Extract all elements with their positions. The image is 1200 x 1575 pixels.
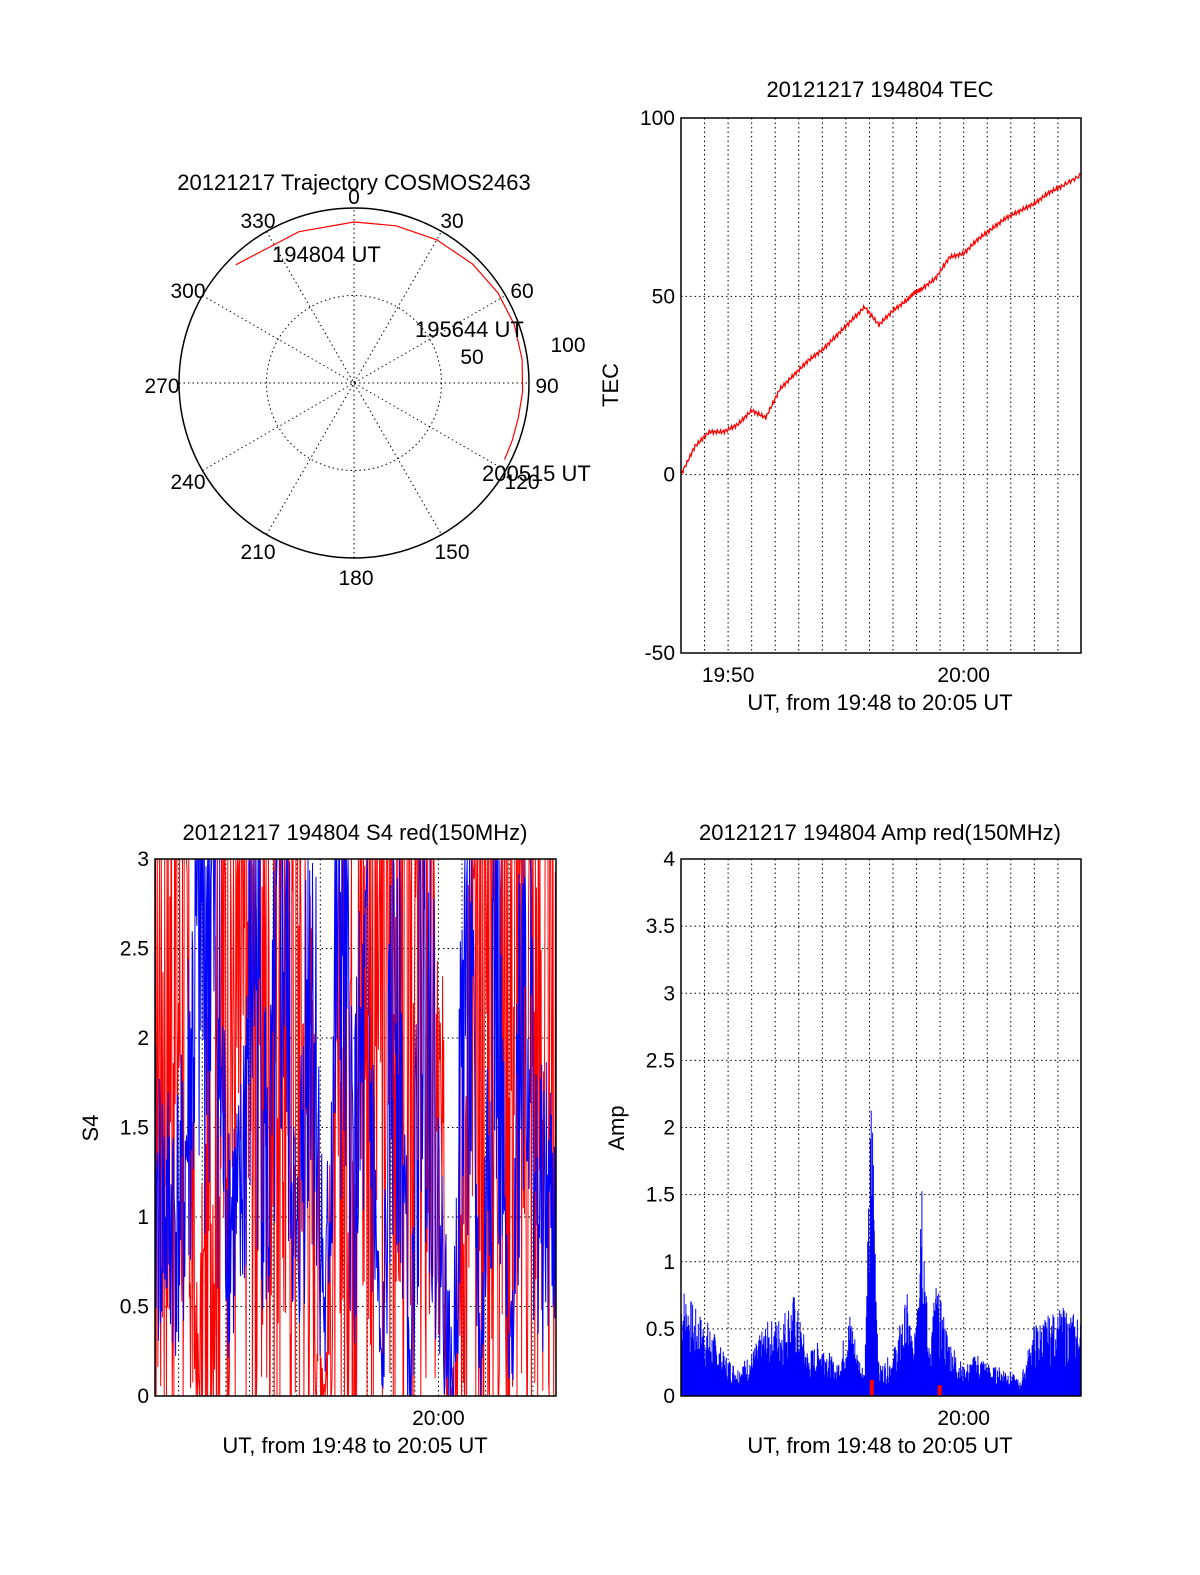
tec-title: 20121217 194804 TEC (766, 77, 993, 102)
amp-red-series-mark (937, 1385, 942, 1396)
trajectory-annotation: 195644 UT (415, 317, 524, 342)
amp-x-axis-label: UT, from 19:48 to 20:05 UT (747, 1433, 1012, 1458)
amp-y-tick-label: 1 (663, 1251, 675, 1274)
amp-y-ticks: 0 0.5 1 1.5 2 2.5 3 3.5 4 (646, 848, 676, 1408)
radial-label: 100 (550, 334, 585, 357)
azimuth-label: 300 (170, 280, 205, 303)
trajectory-path (235, 221, 524, 460)
amp-y-tick-label: 3 (663, 982, 675, 1005)
s4-chart: 20121217 194804 S4 red(150MHz) 0 0.5 1 1.5 2… (78, 820, 557, 1458)
s4-plot-frame (154, 858, 557, 1397)
trajectory-annotation: 200515 UT (482, 461, 591, 486)
tec-series-line (680, 172, 1082, 475)
amp-grid (681, 859, 1081, 1396)
amp-x-ticks: 20:00 (937, 1407, 990, 1430)
azimuth-label: 180 (338, 567, 373, 590)
tec-x-tick-label: 20:00 (937, 664, 990, 687)
amp-chart: 20121217 194804 Amp red(150MHz) 0 0.5 1 1.5… (604, 820, 1082, 1458)
s4-blue-series (154, 858, 557, 1397)
tec-x-axis-label: UT, from 19:48 to 20:05 UT (747, 690, 1012, 715)
tec-plot-frame (680, 117, 1082, 654)
s4-y-tick-label: 1 (137, 1206, 149, 1229)
s4-y-tick-label: 0.5 (120, 1296, 149, 1319)
s4-y-ticks: 0 0.5 1 1.5 2 2.5 3 (120, 848, 149, 1408)
amp-y-tick-label: 1.5 (646, 1184, 675, 1207)
azimuth-label: 0 (348, 186, 360, 209)
tec-y-axis-label: TEC (598, 363, 623, 407)
tec-grid (681, 118, 1081, 653)
s4-y-tick-label: 2.5 (120, 938, 149, 961)
tec-x-ticks: 19:50 20:00 (702, 664, 990, 687)
tec-y-ticks: -50 0 50 100 (640, 107, 675, 665)
s4-y-tick-label: 1.5 (120, 1117, 149, 1140)
azimuth-label: 60 (510, 280, 533, 303)
radial-label: 50 (460, 346, 483, 369)
azimuth-label: 90 (535, 375, 558, 398)
trajectory-annotation: 194804 UT (272, 242, 381, 267)
s4-x-axis-label: UT, from 19:48 to 20:05 UT (222, 1433, 487, 1458)
azimuth-label: 240 (170, 471, 205, 494)
amp-y-tick-label: 2 (663, 1117, 675, 1140)
amp-plot-frame (680, 858, 1082, 1397)
polar-title: 20121217 Trajectory COSMOS2463 (177, 170, 530, 195)
amp-y-tick-label: 4 (663, 848, 675, 871)
azimuth-label: 30 (440, 210, 463, 233)
amp-blue-series (680, 1110, 1082, 1396)
amp-y-tick-label: 2.5 (646, 1049, 675, 1072)
amp-title: 20121217 194804 Amp red(150MHz) (699, 820, 1061, 845)
s4-y-tick-label: 3 (137, 848, 149, 871)
azimuth-label: 270 (144, 375, 179, 398)
amp-red-series-mark (869, 1379, 874, 1396)
s4-x-tick-label: 20:00 (412, 1407, 465, 1430)
s4-series-lines (154, 858, 557, 1397)
amp-y-tick-label: 3.5 (646, 915, 675, 938)
azimuth-label: 150 (434, 541, 469, 564)
azimuth-label: 330 (240, 210, 275, 233)
amp-series-lines (680, 1110, 1082, 1396)
amp-x-tick-label: 20:00 (937, 1407, 990, 1430)
polar-azimuth-labels: 0 30 60 90 120 150 180 210 240 270 300 3… (144, 186, 558, 590)
amp-y-tick-label: 0.5 (646, 1318, 675, 1341)
amp-y-axis-label: Amp (604, 1105, 629, 1150)
tec-y-tick-label: 0 (663, 464, 675, 487)
s4-x-ticks: 20:00 (412, 1407, 465, 1430)
polar-grid (179, 208, 529, 558)
s4-y-tick-label: 0 (137, 1385, 149, 1408)
amp-y-tick-label: 0 (663, 1385, 675, 1408)
tec-y-tick-label: -50 (645, 642, 675, 665)
s4-y-tick-label: 2 (137, 1027, 149, 1050)
azimuth-label: 120 (504, 471, 539, 494)
tec-y-tick-label: 50 (652, 285, 675, 308)
s4-y-axis-label: S4 (78, 1115, 103, 1142)
s4-title: 20121217 194804 S4 red(150MHz) (183, 820, 528, 845)
polar-outer-circle (178, 207, 530, 559)
polar-trajectory-chart: 20121217 Trajectory COSMOS2463 0 30 60 9… (144, 170, 590, 590)
tec-x-tick-label: 19:50 (702, 664, 755, 687)
azimuth-label: 210 (240, 541, 275, 564)
tec-chart: 20121217 194804 TEC -50 0 50 100 19:50 20:00… (598, 77, 1082, 715)
tec-y-tick-label: 100 (640, 107, 675, 130)
